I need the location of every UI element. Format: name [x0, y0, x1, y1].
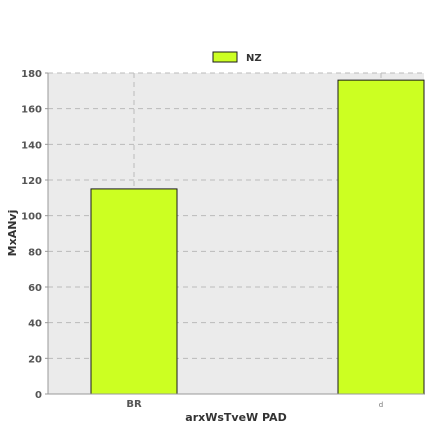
y-tick-label: 180 — [21, 69, 42, 80]
y-tick-label: 80 — [28, 247, 42, 258]
y-tick-label: 100 — [21, 212, 42, 223]
x-tick-label: d — [379, 401, 383, 409]
y-tick-label: 0 — [35, 390, 42, 401]
y-tick-label: 160 — [21, 105, 42, 116]
legend: NZ — [212, 51, 262, 64]
y-tick-label: 140 — [21, 140, 42, 151]
axes — [47, 73, 424, 395]
x-tick-label: BR — [126, 399, 142, 410]
bars — [90, 79, 425, 395]
y-tick-label: 120 — [21, 176, 42, 187]
legend-label-nz: NZ — [246, 53, 262, 64]
y-axis-title: MxANvj — [6, 210, 19, 257]
y-tick-label: 20 — [28, 354, 42, 365]
bar-br — [90, 188, 178, 395]
x-tick-labels: BR d — [126, 399, 383, 410]
legend-swatch — [212, 51, 238, 63]
y-tick-label: 40 — [28, 319, 42, 330]
y-tick-label: 60 — [28, 283, 42, 294]
x-axis-title: arxWsTveW PAD — [185, 411, 286, 424]
bar-d — [337, 79, 425, 395]
y-tick-labels: 0 20 40 60 80 100 120 140 160 180 — [21, 69, 48, 401]
